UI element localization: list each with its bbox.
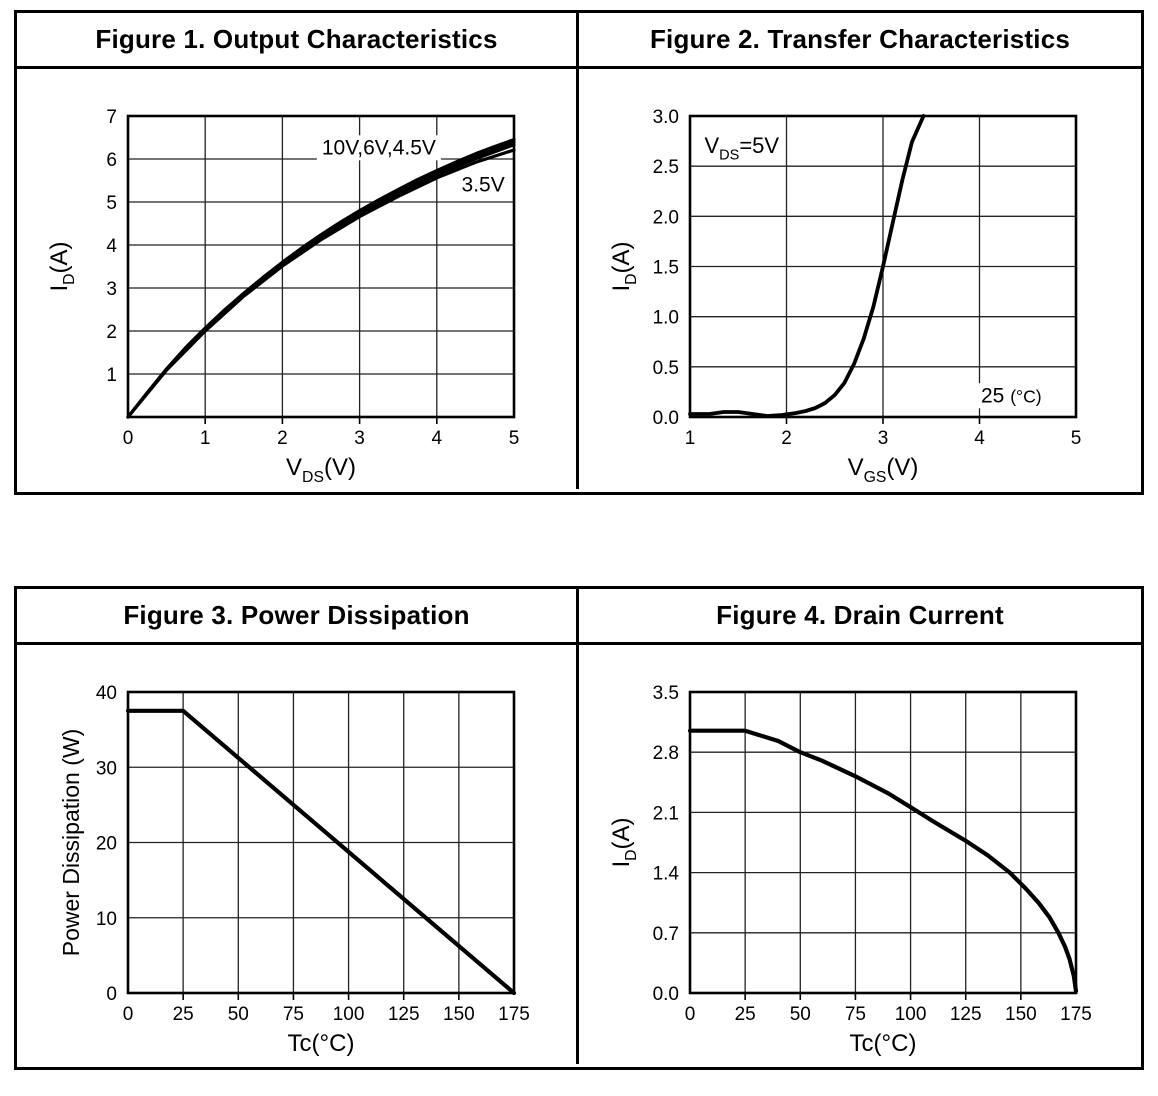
svg-text:100: 100 bbox=[895, 1004, 927, 1025]
svg-text:3.5V: 3.5V bbox=[462, 173, 505, 196]
svg-text:0: 0 bbox=[685, 1004, 696, 1025]
svg-text:40: 40 bbox=[96, 683, 117, 704]
figure4-plot-svg: 0 25 50 75 100 125 150 175 0.0 0.7 1.4 2.1 2.8 3.5 Tc(… bbox=[608, 683, 1092, 1057]
svg-text:175: 175 bbox=[1060, 1004, 1092, 1025]
svg-text:3.0: 3.0 bbox=[653, 107, 679, 128]
svg-text:1: 1 bbox=[106, 365, 117, 386]
svg-text:1: 1 bbox=[685, 428, 696, 449]
figure1-title: Figure 1. Output Characteristics bbox=[95, 24, 498, 54]
figure1-chart: 0 1 2 3 4 5 1 2 3 4 5 6 7 VDS(V) ID(A) 10V,6V,4.5V 3.5V bbox=[17, 69, 579, 489]
svg-text:10: 10 bbox=[96, 909, 117, 930]
svg-text:3.5: 3.5 bbox=[653, 683, 679, 704]
svg-text:1.5: 1.5 bbox=[653, 258, 679, 279]
figure3-title: Figure 3. Power Dissipation bbox=[123, 600, 470, 630]
svg-text:2.8: 2.8 bbox=[653, 743, 679, 764]
svg-text:5: 5 bbox=[106, 193, 117, 214]
svg-text:20: 20 bbox=[96, 834, 117, 855]
figure3-chart: 0 25 50 75 100 125 150 175 0 10 20 30 40 Tc(°C) Power … bbox=[17, 645, 579, 1064]
svg-text:25: 25 bbox=[173, 1004, 194, 1025]
figure4-title-cell: Figure 4. Drain Current bbox=[579, 589, 1141, 645]
svg-text:2.1: 2.1 bbox=[653, 803, 679, 824]
svg-text:0.0: 0.0 bbox=[653, 984, 679, 1005]
svg-text:75: 75 bbox=[845, 1004, 866, 1025]
figure2-plot-svg: 1 2 3 4 5 0.0 0.5 1.0 1.5 2.0 2.5 3.0 VGS(V) ID(A) VDS… bbox=[608, 107, 1082, 486]
svg-text:100: 100 bbox=[333, 1004, 365, 1025]
svg-text:50: 50 bbox=[228, 1004, 249, 1025]
svg-text:150: 150 bbox=[443, 1004, 475, 1025]
svg-text:4: 4 bbox=[974, 428, 985, 449]
svg-text:2: 2 bbox=[781, 428, 792, 449]
svg-text:7: 7 bbox=[106, 107, 117, 128]
svg-text:3: 3 bbox=[878, 428, 889, 449]
figure4-title: Figure 4. Drain Current bbox=[716, 600, 1004, 630]
svg-text:0: 0 bbox=[123, 1004, 134, 1025]
svg-text:ID(A): ID(A) bbox=[608, 241, 640, 291]
svg-text:3: 3 bbox=[106, 279, 117, 300]
svg-text:Tc(°C): Tc(°C) bbox=[850, 1030, 917, 1057]
svg-text:2.0: 2.0 bbox=[653, 207, 679, 228]
svg-text:10V,6V,4.5V: 10V,6V,4.5V bbox=[322, 136, 436, 159]
svg-text:0: 0 bbox=[106, 984, 117, 1005]
svg-text:1: 1 bbox=[200, 428, 211, 449]
svg-text:6: 6 bbox=[106, 150, 117, 171]
svg-text:5: 5 bbox=[509, 428, 520, 449]
svg-text:75: 75 bbox=[283, 1004, 304, 1025]
figure3-plot-svg: 0 25 50 75 100 125 150 175 0 10 20 30 40 Tc(°C) Power … bbox=[58, 683, 530, 1057]
svg-text:25 (°C): 25 (°C) bbox=[981, 384, 1042, 407]
svg-text:0: 0 bbox=[123, 428, 134, 449]
svg-text:0.5: 0.5 bbox=[653, 358, 679, 379]
svg-text:ID(A): ID(A) bbox=[46, 241, 78, 291]
svg-text:5: 5 bbox=[1071, 428, 1082, 449]
svg-text:VDS=5V: VDS=5V bbox=[704, 133, 779, 164]
svg-text:1.0: 1.0 bbox=[653, 308, 679, 329]
figure1-plot-svg: 0 1 2 3 4 5 1 2 3 4 5 6 7 VDS(V) ID(A) 10V,6V,4.5V 3.5V bbox=[46, 107, 520, 486]
svg-text:25: 25 bbox=[735, 1004, 756, 1025]
figure-table-top: Figure 1. Output Characteristics Figure … bbox=[14, 10, 1144, 495]
svg-text:VDS(V): VDS(V) bbox=[286, 454, 356, 486]
figure3-title-cell: Figure 3. Power Dissipation bbox=[17, 589, 579, 645]
svg-text:50: 50 bbox=[790, 1004, 811, 1025]
svg-text:30: 30 bbox=[96, 758, 117, 779]
figure2-title: Figure 2. Transfer Characteristics bbox=[649, 24, 1071, 54]
svg-text:Tc(°C): Tc(°C) bbox=[288, 1030, 355, 1057]
svg-text:ID(A): ID(A) bbox=[608, 817, 640, 867]
svg-text:0.0: 0.0 bbox=[653, 408, 679, 429]
svg-text:125: 125 bbox=[950, 1004, 982, 1025]
svg-text:4: 4 bbox=[432, 428, 443, 449]
svg-text:3: 3 bbox=[354, 428, 365, 449]
svg-text:0.7: 0.7 bbox=[653, 924, 679, 945]
figure4-chart: 0 25 50 75 100 125 150 175 0.0 0.7 1.4 2.1 2.8 3.5 Tc(… bbox=[579, 645, 1141, 1064]
figure-table-bottom: Figure 3. Power Dissipation Figure 4. Dr… bbox=[14, 586, 1144, 1070]
svg-text:2.5: 2.5 bbox=[653, 157, 679, 178]
svg-text:2: 2 bbox=[106, 322, 117, 343]
svg-text:Power Dissipation (W): Power Dissipation (W) bbox=[58, 729, 84, 957]
svg-text:2: 2 bbox=[277, 428, 288, 449]
figure2-title-cell: Figure 2. Transfer Characteristics bbox=[579, 13, 1141, 69]
svg-text:150: 150 bbox=[1005, 1004, 1037, 1025]
svg-text:125: 125 bbox=[388, 1004, 420, 1025]
figure2-chart: 1 2 3 4 5 0.0 0.5 1.0 1.5 2.0 2.5 3.0 VGS(V) ID(A) VDS… bbox=[579, 69, 1141, 489]
svg-text:4: 4 bbox=[106, 236, 117, 257]
svg-text:1.4: 1.4 bbox=[653, 864, 680, 885]
svg-text:VGS(V): VGS(V) bbox=[848, 454, 919, 486]
figure1-title-cell: Figure 1. Output Characteristics bbox=[17, 13, 579, 69]
svg-text:175: 175 bbox=[498, 1004, 530, 1025]
